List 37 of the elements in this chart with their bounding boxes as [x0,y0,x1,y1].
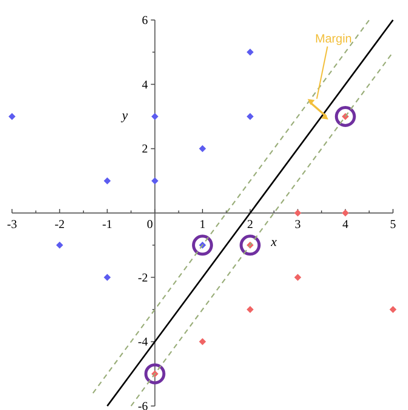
point [199,338,206,346]
x-axis-title: x [270,234,278,249]
point [56,242,64,249]
annotation: Margin [315,32,352,46]
y-axis-title: y [120,108,128,123]
y-tick-label: -6 [138,399,148,410]
point [144,363,166,384]
point [334,106,356,127]
x-tick-label: 0 [146,217,153,231]
point [8,113,16,120]
point [151,113,158,120]
x-tick-label: 4 [342,217,348,231]
x-tick-label: -3 [7,217,17,231]
point [192,234,213,256]
x-tick-label: -2 [54,217,65,231]
y-tick-label: -4 [138,334,148,349]
point [294,274,302,281]
point [246,113,254,120]
x-tick-label: -1 [102,217,112,231]
x-tick-label: 5 [390,217,396,231]
point [246,48,254,56]
x-tick-label: 1 [200,217,206,231]
point [246,306,254,313]
point [342,210,349,216]
y-tick-label: 4 [142,77,148,92]
point [104,177,111,184]
point [240,234,261,256]
point [390,306,396,313]
point [104,274,111,281]
x-tick-label: 2 [247,217,254,231]
y-tick-label: 2 [142,142,148,156]
y-tick-label: -2 [138,270,148,284]
point [199,145,206,152]
x-tick-label: 3 [294,217,301,231]
point [294,210,302,216]
y-tick-label: 6 [142,13,148,27]
point [151,177,158,184]
